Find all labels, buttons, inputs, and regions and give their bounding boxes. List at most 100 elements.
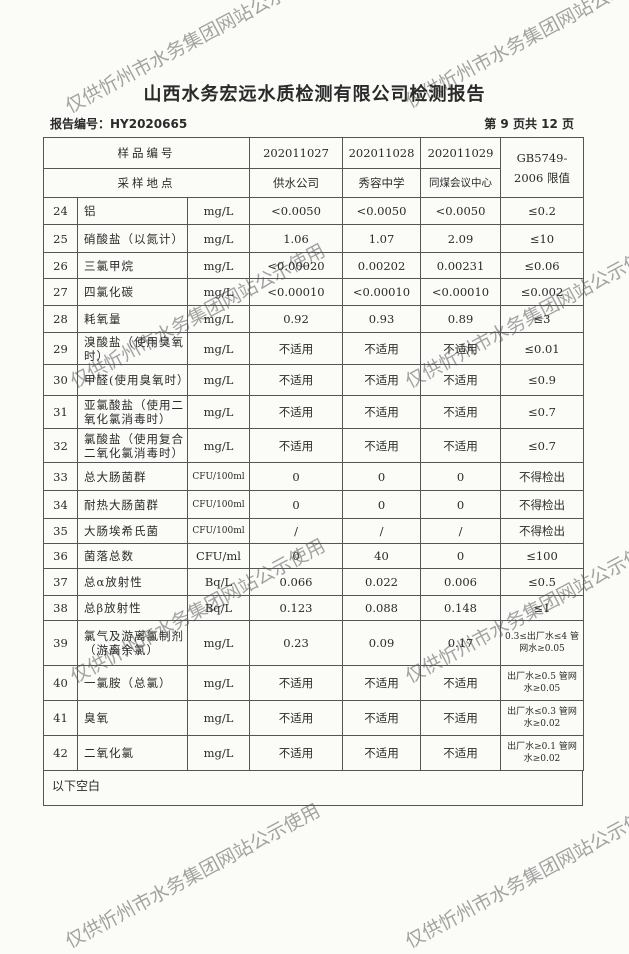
limit-value: ≤1 <box>500 595 584 621</box>
unit: mg/L <box>187 278 250 306</box>
item-name: 氯酸盐（使用复合二氧化氯消毒时） <box>77 428 188 463</box>
row-number: 41 <box>43 700 78 736</box>
site: 秀容中学 <box>342 168 421 198</box>
value: 1.06 <box>249 224 343 253</box>
value: 0 <box>249 462 343 491</box>
value: / <box>342 518 421 544</box>
row-number: 36 <box>43 543 78 569</box>
value: 不适用 <box>249 665 343 701</box>
value: 0 <box>420 462 501 491</box>
limit-value: ≤0.7 <box>500 395 584 429</box>
limit-value: ≤0.01 <box>500 332 584 365</box>
value: 0.006 <box>420 568 501 596</box>
row-number: 29 <box>43 332 78 365</box>
footer-box: 以下空白 <box>43 770 583 806</box>
value: 不适用 <box>420 364 501 396</box>
table-row: 38 总β放射性 Bq/L 0.123 0.088 0.148 ≤1 <box>43 595 584 621</box>
value: 0.89 <box>420 305 501 333</box>
value: 不适用 <box>420 428 501 463</box>
report-title: 山西水务宏远水质检测有限公司检测报告 <box>143 84 486 105</box>
value: 不适用 <box>342 332 421 365</box>
item-name: 耗氧量 <box>77 305 188 333</box>
value: 0 <box>342 462 421 491</box>
value: 不适用 <box>249 428 343 463</box>
row-number: 40 <box>43 665 78 701</box>
limit-value: 出厂水≥0.1 管网水≥0.02 <box>500 735 584 771</box>
limit-value: ≤0.2 <box>500 197 584 225</box>
value: 0.17 <box>420 620 501 666</box>
limit-value: 出厂水≥0.5 管网水≥0.05 <box>500 665 584 701</box>
value: 不适用 <box>342 395 421 429</box>
table-row: 39 氯气及游离氯制剂（游离余氯） mg/L 0.23 0.09 0.17 0.3≤出厂水≤… <box>43 620 584 666</box>
item-name: 臭氧 <box>77 700 188 736</box>
item-name: 亚氯酸盐（使用二氧化氯消毒时） <box>77 395 188 429</box>
value: 0.088 <box>342 595 421 621</box>
value: 不适用 <box>420 700 501 736</box>
value: 0 <box>420 543 501 569</box>
sample-no-label: 样品编号 <box>43 137 250 169</box>
value: 不适用 <box>249 332 343 365</box>
limit-value: ≤0.9 <box>500 364 584 396</box>
row-number: 42 <box>43 735 78 771</box>
value: 0.92 <box>249 305 343 333</box>
row-number: 31 <box>43 395 78 429</box>
unit: Bq/L <box>187 568 250 596</box>
table-row: 40 一氯胺（总氯） mg/L 不适用 不适用 不适用 出厂水≥0.5 管网水≥0.05 <box>43 665 584 701</box>
unit: CFU/100ml <box>187 518 250 544</box>
sample-no: 202011029 <box>420 137 501 169</box>
row-number: 25 <box>43 224 78 253</box>
value: 不适用 <box>342 428 421 463</box>
value: <0.0050 <box>249 197 343 225</box>
value: 不适用 <box>342 735 421 771</box>
limit-value: 出厂水≤0.3 管网水≥0.02 <box>500 700 584 736</box>
limit-value: ≤0.002 <box>500 278 584 306</box>
item-name: 一氯胺（总氯） <box>77 665 188 701</box>
value: 不适用 <box>420 665 501 701</box>
row-number: 28 <box>43 305 78 333</box>
item-name: 硝酸盐（以氮计） <box>77 224 188 253</box>
item-name: 大肠埃希氏菌 <box>77 518 188 544</box>
table-row: 26 三氯甲烷 mg/L <0.00020 0.00202 0.00231 ≤0.06 <box>43 252 584 279</box>
value: 不适用 <box>249 700 343 736</box>
table-row: 37 总α放射性 Bq/L 0.066 0.022 0.006 ≤0.5 <box>43 568 584 596</box>
unit: mg/L <box>187 305 250 333</box>
value: 0.09 <box>342 620 421 666</box>
value: 不适用 <box>420 332 501 365</box>
table-row: 33 总大肠菌群 CFU/100ml 0 0 0 不得检出 <box>43 462 584 491</box>
value: / <box>420 518 501 544</box>
item-name: 甲醛(使用臭氧时） <box>77 364 188 396</box>
item-name: 三氯甲烷 <box>77 252 188 279</box>
value: 1.07 <box>342 224 421 253</box>
row-number: 35 <box>43 518 78 544</box>
row-number: 38 <box>43 595 78 621</box>
unit: CFU/100ml <box>187 490 250 519</box>
item-name: 二氧化氯 <box>77 735 188 771</box>
value: 0.022 <box>342 568 421 596</box>
row-number: 34 <box>43 490 78 519</box>
unit: mg/L <box>187 700 250 736</box>
table-row: 32 氯酸盐（使用复合二氧化氯消毒时） mg/L 不适用 不适用 不适用 ≤0.7 <box>43 428 584 463</box>
table-row: 24 铝 mg/L <0.0050 <0.0050 <0.0050 ≤0.2 <box>43 197 584 225</box>
value: 0.123 <box>249 595 343 621</box>
unit: mg/L <box>187 395 250 429</box>
value: 0 <box>249 490 343 519</box>
unit: mg/L <box>187 428 250 463</box>
watermark: 仅供忻州市水务集团网站公示使用 <box>61 799 324 953</box>
limit-value: 不得检出 <box>500 490 584 519</box>
watermark: 仅供忻州市水务集团网站公示使用 <box>401 799 629 953</box>
value: 不适用 <box>342 700 421 736</box>
site: 供水公司 <box>249 168 343 198</box>
item-name: 菌落总数 <box>77 543 188 569</box>
limit-header: GB5749-2006 限值 <box>500 137 584 198</box>
value: 0 <box>420 490 501 519</box>
row-number: 30 <box>43 364 78 396</box>
limit-value: 不得检出 <box>500 462 584 491</box>
value: <0.00020 <box>249 252 343 279</box>
row-number: 39 <box>43 620 78 666</box>
limit-value: ≤100 <box>500 543 584 569</box>
unit: mg/L <box>187 364 250 396</box>
value: 不适用 <box>342 364 421 396</box>
unit: mg/L <box>187 224 250 253</box>
value: <0.00010 <box>342 278 421 306</box>
row-number: 32 <box>43 428 78 463</box>
